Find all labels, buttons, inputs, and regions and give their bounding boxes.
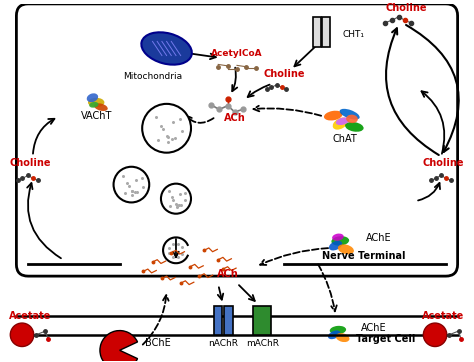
Text: ChAT: ChAT	[333, 134, 357, 144]
Text: AcetylCoA: AcetylCoA	[211, 49, 263, 58]
Wedge shape	[100, 331, 137, 362]
Ellipse shape	[89, 102, 99, 108]
Text: Acetate: Acetate	[9, 311, 52, 321]
Text: Target Cell: Target Cell	[356, 334, 415, 344]
Ellipse shape	[333, 118, 348, 130]
Ellipse shape	[346, 115, 358, 123]
Bar	[322, 17, 330, 47]
Ellipse shape	[332, 233, 344, 241]
Ellipse shape	[330, 326, 346, 334]
Bar	[213, 306, 222, 335]
FancyBboxPatch shape	[17, 4, 457, 276]
Bar	[254, 306, 271, 335]
Ellipse shape	[328, 331, 340, 339]
Ellipse shape	[141, 32, 192, 65]
Circle shape	[423, 323, 447, 346]
Ellipse shape	[324, 111, 343, 121]
Ellipse shape	[87, 93, 98, 102]
Bar	[313, 17, 320, 47]
Circle shape	[142, 104, 191, 153]
Text: CHT₁: CHT₁	[343, 30, 365, 39]
Text: nAChR: nAChR	[208, 338, 238, 348]
Text: mAChR: mAChR	[246, 338, 279, 348]
Text: VAChT: VAChT	[81, 111, 112, 121]
Text: ACh: ACh	[217, 269, 238, 279]
Text: AChE: AChE	[366, 233, 392, 243]
Ellipse shape	[94, 103, 108, 111]
Bar	[224, 306, 233, 335]
Ellipse shape	[338, 244, 354, 254]
Ellipse shape	[336, 333, 349, 342]
Circle shape	[114, 167, 149, 202]
Text: Mitochondria: Mitochondria	[123, 72, 182, 81]
Text: Acetate: Acetate	[422, 311, 465, 321]
Circle shape	[10, 323, 34, 346]
Text: BChE: BChE	[146, 338, 171, 348]
Text: ACh: ACh	[224, 113, 246, 123]
Text: Choline: Choline	[10, 158, 51, 168]
Text: AChE: AChE	[361, 323, 387, 333]
Circle shape	[161, 184, 191, 214]
Ellipse shape	[336, 117, 349, 125]
Text: Choline: Choline	[263, 69, 305, 79]
Text: Choline: Choline	[423, 158, 464, 168]
Text: Nerve Terminal: Nerve Terminal	[322, 251, 406, 261]
Bar	[119, 253, 284, 269]
Ellipse shape	[339, 109, 360, 119]
Ellipse shape	[331, 236, 349, 246]
Ellipse shape	[345, 122, 364, 132]
Ellipse shape	[329, 241, 342, 251]
Ellipse shape	[88, 98, 104, 107]
Text: Choline: Choline	[385, 3, 427, 13]
